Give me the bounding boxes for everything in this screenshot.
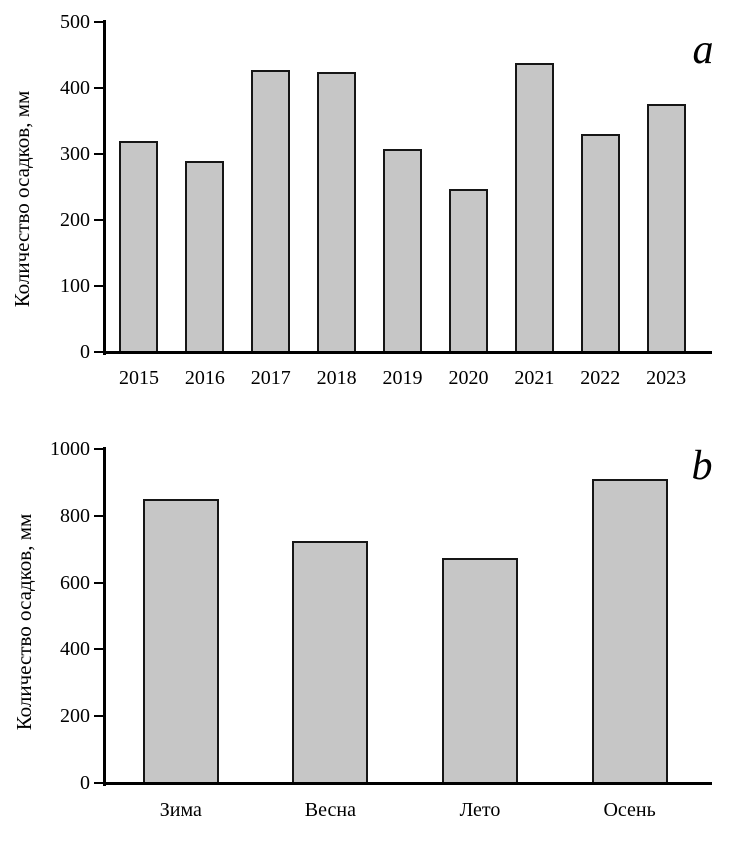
y-axis-tick (94, 219, 103, 221)
panel-label-a: a (692, 27, 714, 73)
y-tick-label: 800 (60, 505, 90, 527)
y-tick-label: 200 (60, 705, 90, 727)
bar-2017 (251, 70, 291, 353)
bar-2016 (185, 161, 225, 353)
y-tick-label: 100 (60, 275, 90, 297)
y-tick-label: 400 (60, 638, 90, 660)
x-category-label: 2016 (184, 367, 225, 389)
x-category-label: 2015 (118, 367, 159, 389)
bar-Осень (591, 479, 668, 784)
y-axis-tick (94, 448, 103, 450)
x-category-label: 2019 (382, 367, 423, 389)
y-axis-tick (94, 515, 103, 517)
x-category-label: 2022 (580, 367, 621, 389)
y-axis-title: Количество осадков, мм (10, 90, 34, 308)
y-tick-label: 0 (80, 341, 90, 363)
x-axis-line (103, 782, 712, 785)
bar-2021 (514, 63, 554, 353)
y-tick-label: 400 (60, 77, 90, 99)
x-category-label: Осень (603, 799, 656, 821)
x-category-label: Зима (159, 799, 202, 821)
bar-Лето (442, 558, 518, 784)
y-axis-tick (94, 582, 103, 584)
bar-Весна (292, 541, 369, 784)
x-category-label: Лето (459, 799, 501, 821)
y-axis-tick (94, 351, 103, 353)
bar-2015 (119, 141, 159, 353)
x-category-label: 2023 (646, 367, 687, 389)
x-category-label: Весна (304, 799, 356, 821)
y-tick-label: 500 (60, 11, 90, 33)
x-category-label: 2020 (448, 367, 489, 389)
x-axis-line (103, 351, 712, 354)
x-category-label: 2018 (316, 367, 357, 389)
y-axis-title: Количество осадков, мм (12, 513, 36, 731)
bar-2019 (383, 149, 423, 353)
y-tick-label: 300 (60, 143, 90, 165)
y-axis-line (103, 20, 106, 355)
y-axis-tick (94, 782, 103, 784)
y-tick-label: 1000 (50, 438, 90, 460)
x-category-label: 2021 (514, 367, 555, 389)
bar-2020 (448, 189, 488, 353)
bar-2022 (580, 134, 620, 353)
y-tick-label: 600 (60, 572, 90, 594)
panel-label-b: b (691, 443, 713, 489)
y-axis-tick (94, 285, 103, 287)
y-axis-tick (94, 21, 103, 23)
bar-2018 (317, 72, 357, 353)
bar-Зима (142, 499, 219, 784)
x-category-label: 2017 (250, 367, 291, 389)
y-axis-line (103, 447, 106, 786)
y-axis-tick (94, 87, 103, 89)
bar-2023 (646, 104, 686, 353)
y-tick-label: 200 (60, 209, 90, 231)
y-axis-tick (94, 715, 103, 717)
y-axis-tick (94, 153, 103, 155)
y-axis-tick (94, 648, 103, 650)
y-tick-label: 0 (80, 772, 90, 794)
